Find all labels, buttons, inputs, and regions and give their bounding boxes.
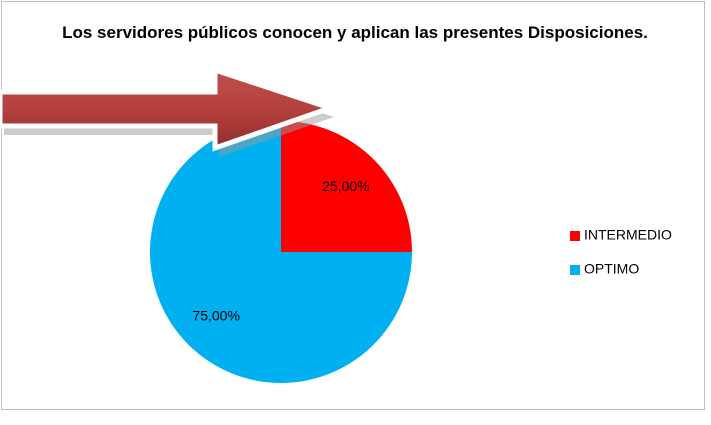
pie-slice: [150, 121, 412, 383]
legend-label: OPTIMO: [584, 261, 639, 277]
pie: [150, 121, 412, 383]
data-label: 25,00%: [322, 178, 369, 194]
legend-swatch: [570, 265, 580, 275]
legend-label: INTERMEDIO: [584, 227, 672, 243]
legend-swatch: [570, 231, 580, 241]
chart-title: Los servidores públicos conocen y aplica…: [62, 23, 648, 42]
data-label: 75,00%: [192, 308, 239, 324]
arrow: [0, 66, 338, 152]
pie-slice: [281, 121, 412, 252]
